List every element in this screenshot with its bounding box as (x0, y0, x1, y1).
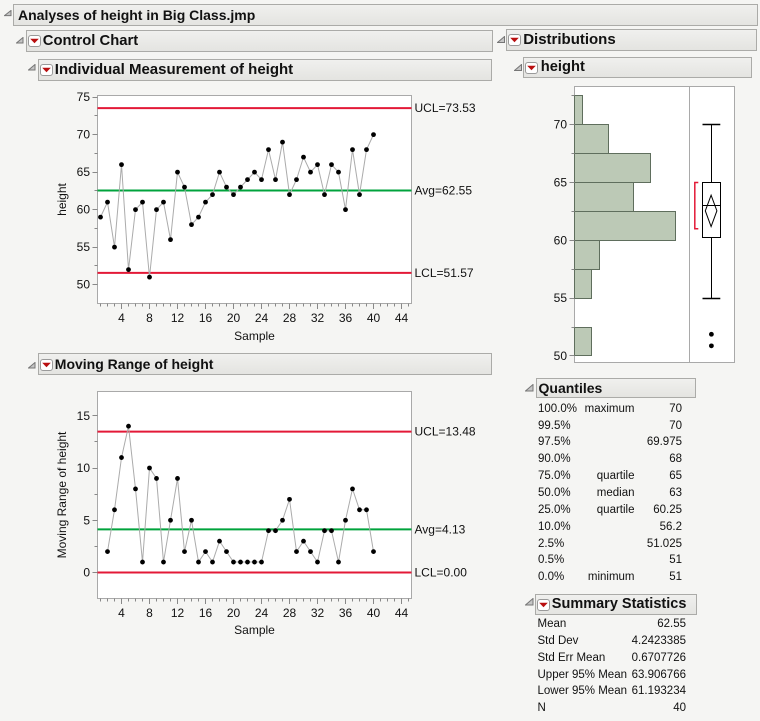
svg-text:LCL=0.00: LCL=0.00 (415, 566, 468, 580)
svg-text:28: 28 (283, 311, 297, 325)
svg-text:10: 10 (77, 461, 91, 475)
svg-text:4: 4 (118, 311, 125, 325)
svg-text:24: 24 (255, 311, 269, 325)
svg-text:75: 75 (77, 90, 91, 104)
svg-text:70: 70 (554, 118, 568, 132)
svg-text:LCL=51.57: LCL=51.57 (415, 266, 474, 280)
svg-text:60: 60 (77, 203, 91, 217)
svg-text:40: 40 (367, 311, 381, 325)
svg-text:44: 44 (395, 606, 409, 620)
svg-text:55: 55 (554, 291, 568, 305)
svg-text:44: 44 (395, 311, 409, 325)
svg-text:65: 65 (77, 165, 91, 179)
svg-text:Sample: Sample (234, 329, 275, 343)
svg-text:0: 0 (83, 566, 90, 580)
svg-text:Avg=62.55: Avg=62.55 (415, 184, 473, 198)
svg-text:8: 8 (146, 606, 153, 620)
svg-text:4: 4 (118, 606, 125, 620)
svg-text:70: 70 (77, 128, 91, 142)
svg-text:36: 36 (339, 606, 353, 620)
svg-text:12: 12 (171, 606, 185, 620)
svg-text:UCL=73.53: UCL=73.53 (415, 101, 476, 115)
svg-text:32: 32 (311, 311, 325, 325)
svg-text:16: 16 (199, 606, 213, 620)
svg-text:Sample: Sample (234, 623, 275, 637)
svg-text:36: 36 (339, 311, 353, 325)
svg-text:15: 15 (77, 409, 91, 423)
svg-text:16: 16 (199, 311, 213, 325)
svg-text:65: 65 (554, 176, 568, 190)
svg-text:20: 20 (227, 311, 241, 325)
svg-text:50: 50 (77, 278, 91, 292)
svg-text:5: 5 (83, 513, 90, 527)
svg-text:50: 50 (554, 349, 568, 363)
svg-text:Avg=4.13: Avg=4.13 (415, 522, 466, 536)
svg-text:height: height (55, 182, 69, 215)
svg-text:20: 20 (227, 606, 241, 620)
svg-text:40: 40 (367, 606, 381, 620)
svg-text:12: 12 (171, 311, 185, 325)
svg-text:Moving Range of height: Moving Range of height (55, 431, 69, 558)
svg-text:8: 8 (146, 311, 153, 325)
svg-text:32: 32 (311, 606, 325, 620)
svg-text:UCL=13.48: UCL=13.48 (415, 425, 476, 439)
svg-text:24: 24 (255, 606, 269, 620)
svg-text:60: 60 (554, 233, 568, 247)
svg-text:28: 28 (283, 606, 297, 620)
svg-text:55: 55 (77, 240, 91, 254)
